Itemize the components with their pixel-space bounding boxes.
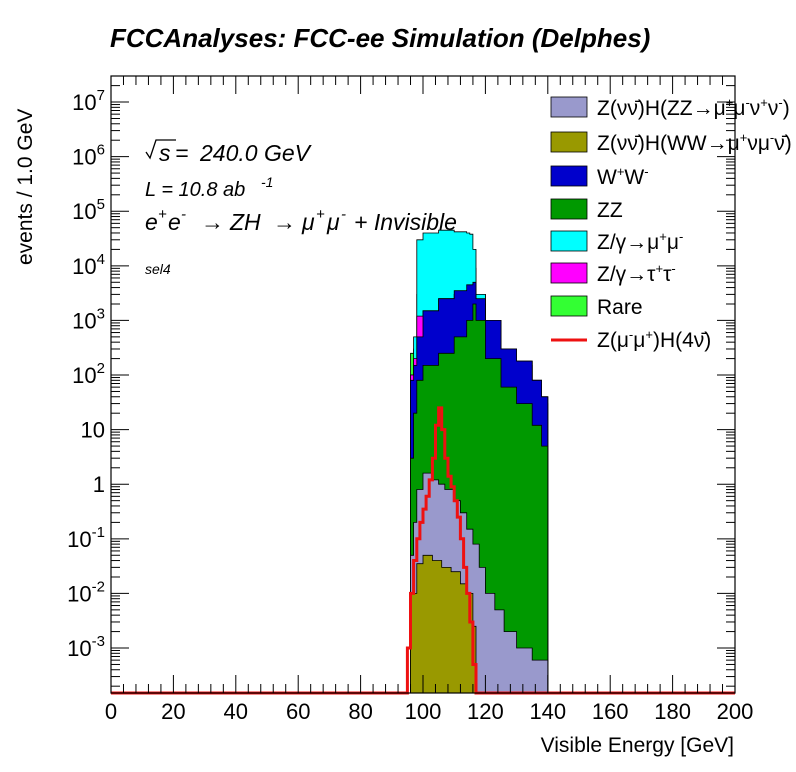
svg-text:+ Invisible: + Invisible bbox=[354, 209, 457, 235]
selection-label: sel4 bbox=[145, 261, 171, 277]
svg-text:-: - bbox=[341, 206, 346, 223]
sqrt-s-annotation: s = 240.0 GeV bbox=[145, 139, 313, 166]
legend-entry: W+W- bbox=[550, 164, 649, 189]
x-tick-label: 40 bbox=[224, 699, 248, 724]
legend-entry: ZZ bbox=[550, 198, 623, 222]
legend-entry: Z/γ→μ+μ- bbox=[550, 229, 683, 254]
y-tick-label: 107 bbox=[72, 87, 105, 115]
svg-text:Z/γ→τ+τ-: Z/γ→τ+τ- bbox=[597, 261, 676, 286]
legend: Z(νν̄)H(ZZ→μ+μ-ν+ν-) Z(νν̄)H(WW→μ+νμ-ν̄)… bbox=[550, 95, 792, 352]
x-tick-label: 120 bbox=[467, 699, 504, 724]
legend-entry: Z/γ→τ+τ- bbox=[550, 261, 676, 286]
x-tick-label: 60 bbox=[286, 699, 310, 724]
y-tick-label: 10-1 bbox=[67, 524, 105, 552]
y-tick-label: 10-2 bbox=[67, 578, 105, 606]
x-tick-label: 0 bbox=[105, 699, 117, 724]
sqrt-s-value: 240.0 GeV bbox=[199, 140, 313, 166]
process-annotation: e + e - → ZH → μ + μ - + Invisible bbox=[145, 206, 457, 235]
svg-text:-: - bbox=[181, 206, 186, 223]
x-tick-label: 180 bbox=[654, 699, 691, 724]
y-tick-label: 104 bbox=[72, 251, 105, 279]
signal-line bbox=[111, 406, 735, 695]
y-tick-label: 10 bbox=[81, 418, 105, 443]
x-tick-label: 160 bbox=[592, 699, 629, 724]
legend-entry: Z(μ-μ+)H(4ν̄) bbox=[551, 327, 711, 352]
svg-text:→: → bbox=[201, 209, 224, 235]
x-tick-label: 100 bbox=[405, 699, 442, 724]
axis-ticks: 0 20 40 60 80 100 120 140 160 180 20010-310-210-11… bbox=[67, 75, 754, 724]
signal-line-layer bbox=[111, 406, 735, 695]
svg-text:Rare: Rare bbox=[597, 296, 643, 319]
svg-text:ZZ: ZZ bbox=[597, 199, 623, 222]
svg-text:W+W-: W+W- bbox=[597, 164, 649, 189]
x-tick-label: 140 bbox=[529, 699, 566, 724]
svg-text:ZH: ZH bbox=[229, 209, 261, 235]
y-tick-label: 1 bbox=[93, 472, 105, 497]
histogram-layer bbox=[410, 229, 549, 694]
y-tick-label: 105 bbox=[72, 196, 105, 224]
svg-text:e: e bbox=[168, 209, 181, 235]
svg-text:=: = bbox=[175, 140, 188, 166]
chart-title: FCCAnalyses: FCC-ee Simulation (Delphes) bbox=[110, 23, 650, 53]
svg-text:Z/γ→μ+μ-: Z/γ→μ+μ- bbox=[597, 229, 683, 254]
svg-text:μ: μ bbox=[301, 209, 315, 235]
stack-layer-6 bbox=[410, 554, 477, 694]
svg-text:→: → bbox=[273, 209, 296, 235]
luminosity-annotation: L = 10.8 ab -1 bbox=[145, 174, 273, 201]
legend-entry: Z(νν̄)H(WW→μ+νμ-ν̄) bbox=[550, 130, 792, 155]
svg-text:s: s bbox=[159, 140, 171, 166]
luminosity-exponent: -1 bbox=[261, 174, 273, 190]
y-tick-label: 10-3 bbox=[67, 633, 105, 661]
svg-text:+: + bbox=[158, 206, 167, 223]
legend-entry: Z(νν̄)H(ZZ→μ+μ-ν+ν-) bbox=[550, 95, 790, 120]
x-tick-label: 200 bbox=[717, 699, 754, 724]
x-axis-label: Visible Energy [GeV] bbox=[541, 734, 734, 757]
y-tick-label: 103 bbox=[72, 305, 105, 333]
x-tick-label: 80 bbox=[348, 699, 372, 724]
legend-entry: Rare bbox=[550, 295, 643, 319]
svg-text:Z(νν̄)H(WW→μ+νμ-ν̄): Z(νν̄)H(WW→μ+νμ-ν̄) bbox=[597, 130, 792, 155]
svg-text:Z(νν̄)H(ZZ→μ+μ-ν+ν-): Z(νν̄)H(ZZ→μ+μ-ν+ν-) bbox=[597, 95, 790, 120]
x-tick-label: 20 bbox=[161, 699, 185, 724]
svg-text:+: + bbox=[316, 206, 325, 223]
svg-text:μ: μ bbox=[326, 209, 340, 235]
svg-text:Z(μ-μ+)H(4ν̄): Z(μ-μ+)H(4ν̄) bbox=[597, 327, 711, 352]
y-tick-label: 106 bbox=[72, 142, 105, 170]
svg-text:e: e bbox=[145, 209, 158, 235]
luminosity-text: L = 10.8 ab bbox=[145, 179, 245, 201]
y-tick-label: 102 bbox=[72, 360, 105, 388]
y-axis-label: events / 1.0 GeV bbox=[14, 109, 37, 265]
